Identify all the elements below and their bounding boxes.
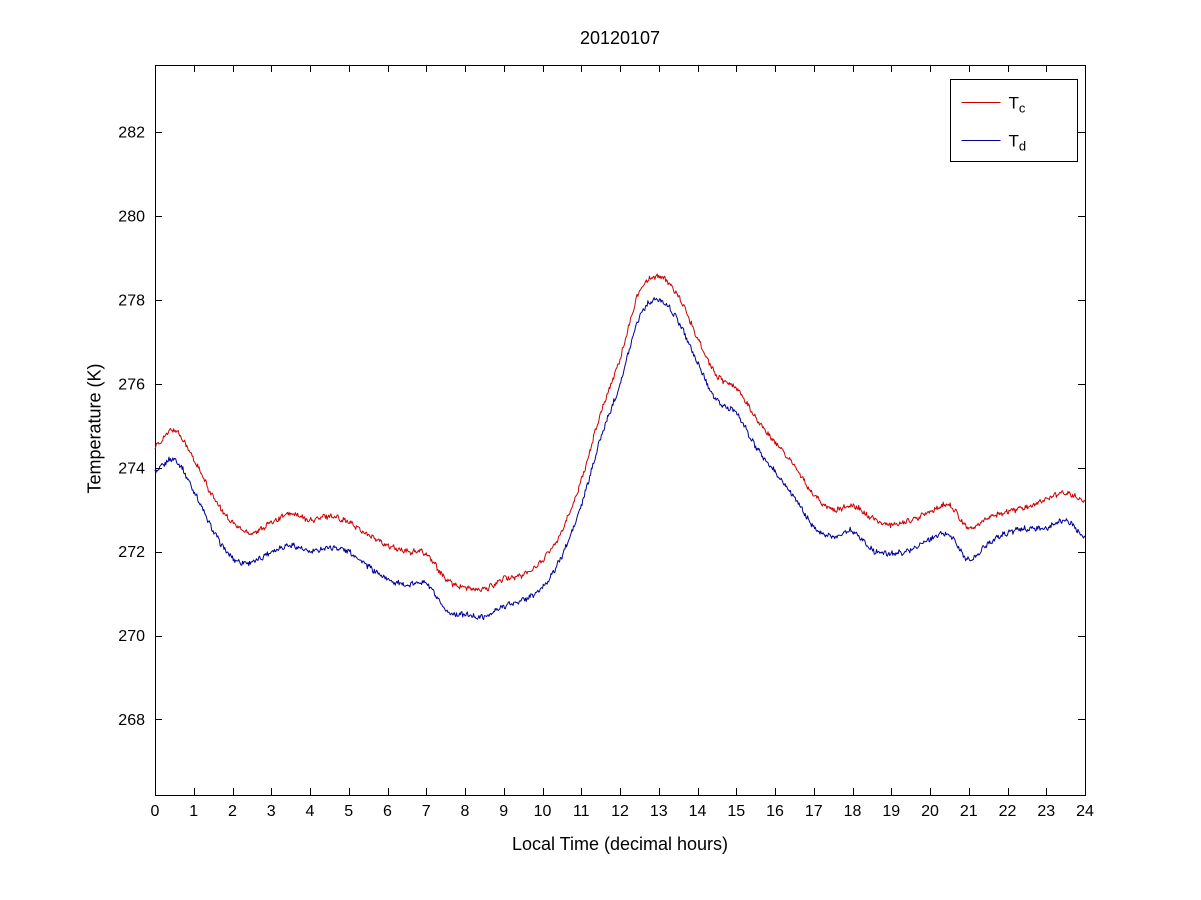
x-tick-label: 18 [844,803,862,820]
x-tick-label: 20 [921,803,939,820]
x-tick-label: 13 [650,803,668,820]
y-tick-label: 278 [118,292,145,309]
y-tick-label: 280 [118,209,145,226]
x-tick-label: 21 [960,803,978,820]
x-tick-label: 23 [1037,803,1055,820]
x-tick-label: 17 [805,803,823,820]
legend-label-t-d: Td [1009,132,1027,154]
x-axis-label: Local Time (decimal hours) [511,834,729,854]
series-line-t-c [154,273,1086,592]
legend-box [950,79,1078,162]
y-tick-label: 282 [118,125,145,142]
y-tick-label: 276 [118,376,145,393]
x-tick-label: 0 [151,803,160,820]
x-tick-label: 2 [228,803,237,820]
x-tick-label: 24 [1076,803,1094,820]
y-tick-label: 274 [118,460,145,477]
x-tick-label: 19 [882,803,900,820]
x-tick-label: 4 [306,803,315,820]
axes-box [155,65,1086,796]
chart-title: 20120107 [579,28,661,48]
x-tick-label: 10 [534,803,552,820]
y-tick-label: 272 [118,544,145,561]
x-tick-label: 5 [344,803,353,820]
x-tick-label: 9 [499,803,508,820]
series-line-t-d [154,297,1086,621]
x-tick-label: 22 [999,803,1017,820]
y-tick-label: 270 [118,628,145,645]
y-tick-label: 268 [118,712,145,729]
x-tick-label: 16 [766,803,784,820]
x-tick-label: 6 [383,803,392,820]
x-tick-label: 1 [189,803,198,820]
legend-label-t-c: Tc [1009,94,1026,116]
x-tick-label: 11 [573,803,590,820]
x-tick-label: 3 [267,803,276,820]
x-tick-label: 12 [611,803,629,820]
x-tick-label: 7 [422,803,431,820]
x-tick-label: 14 [689,803,707,820]
x-tick-label: 8 [461,803,470,820]
x-tick-label: 15 [727,803,745,820]
